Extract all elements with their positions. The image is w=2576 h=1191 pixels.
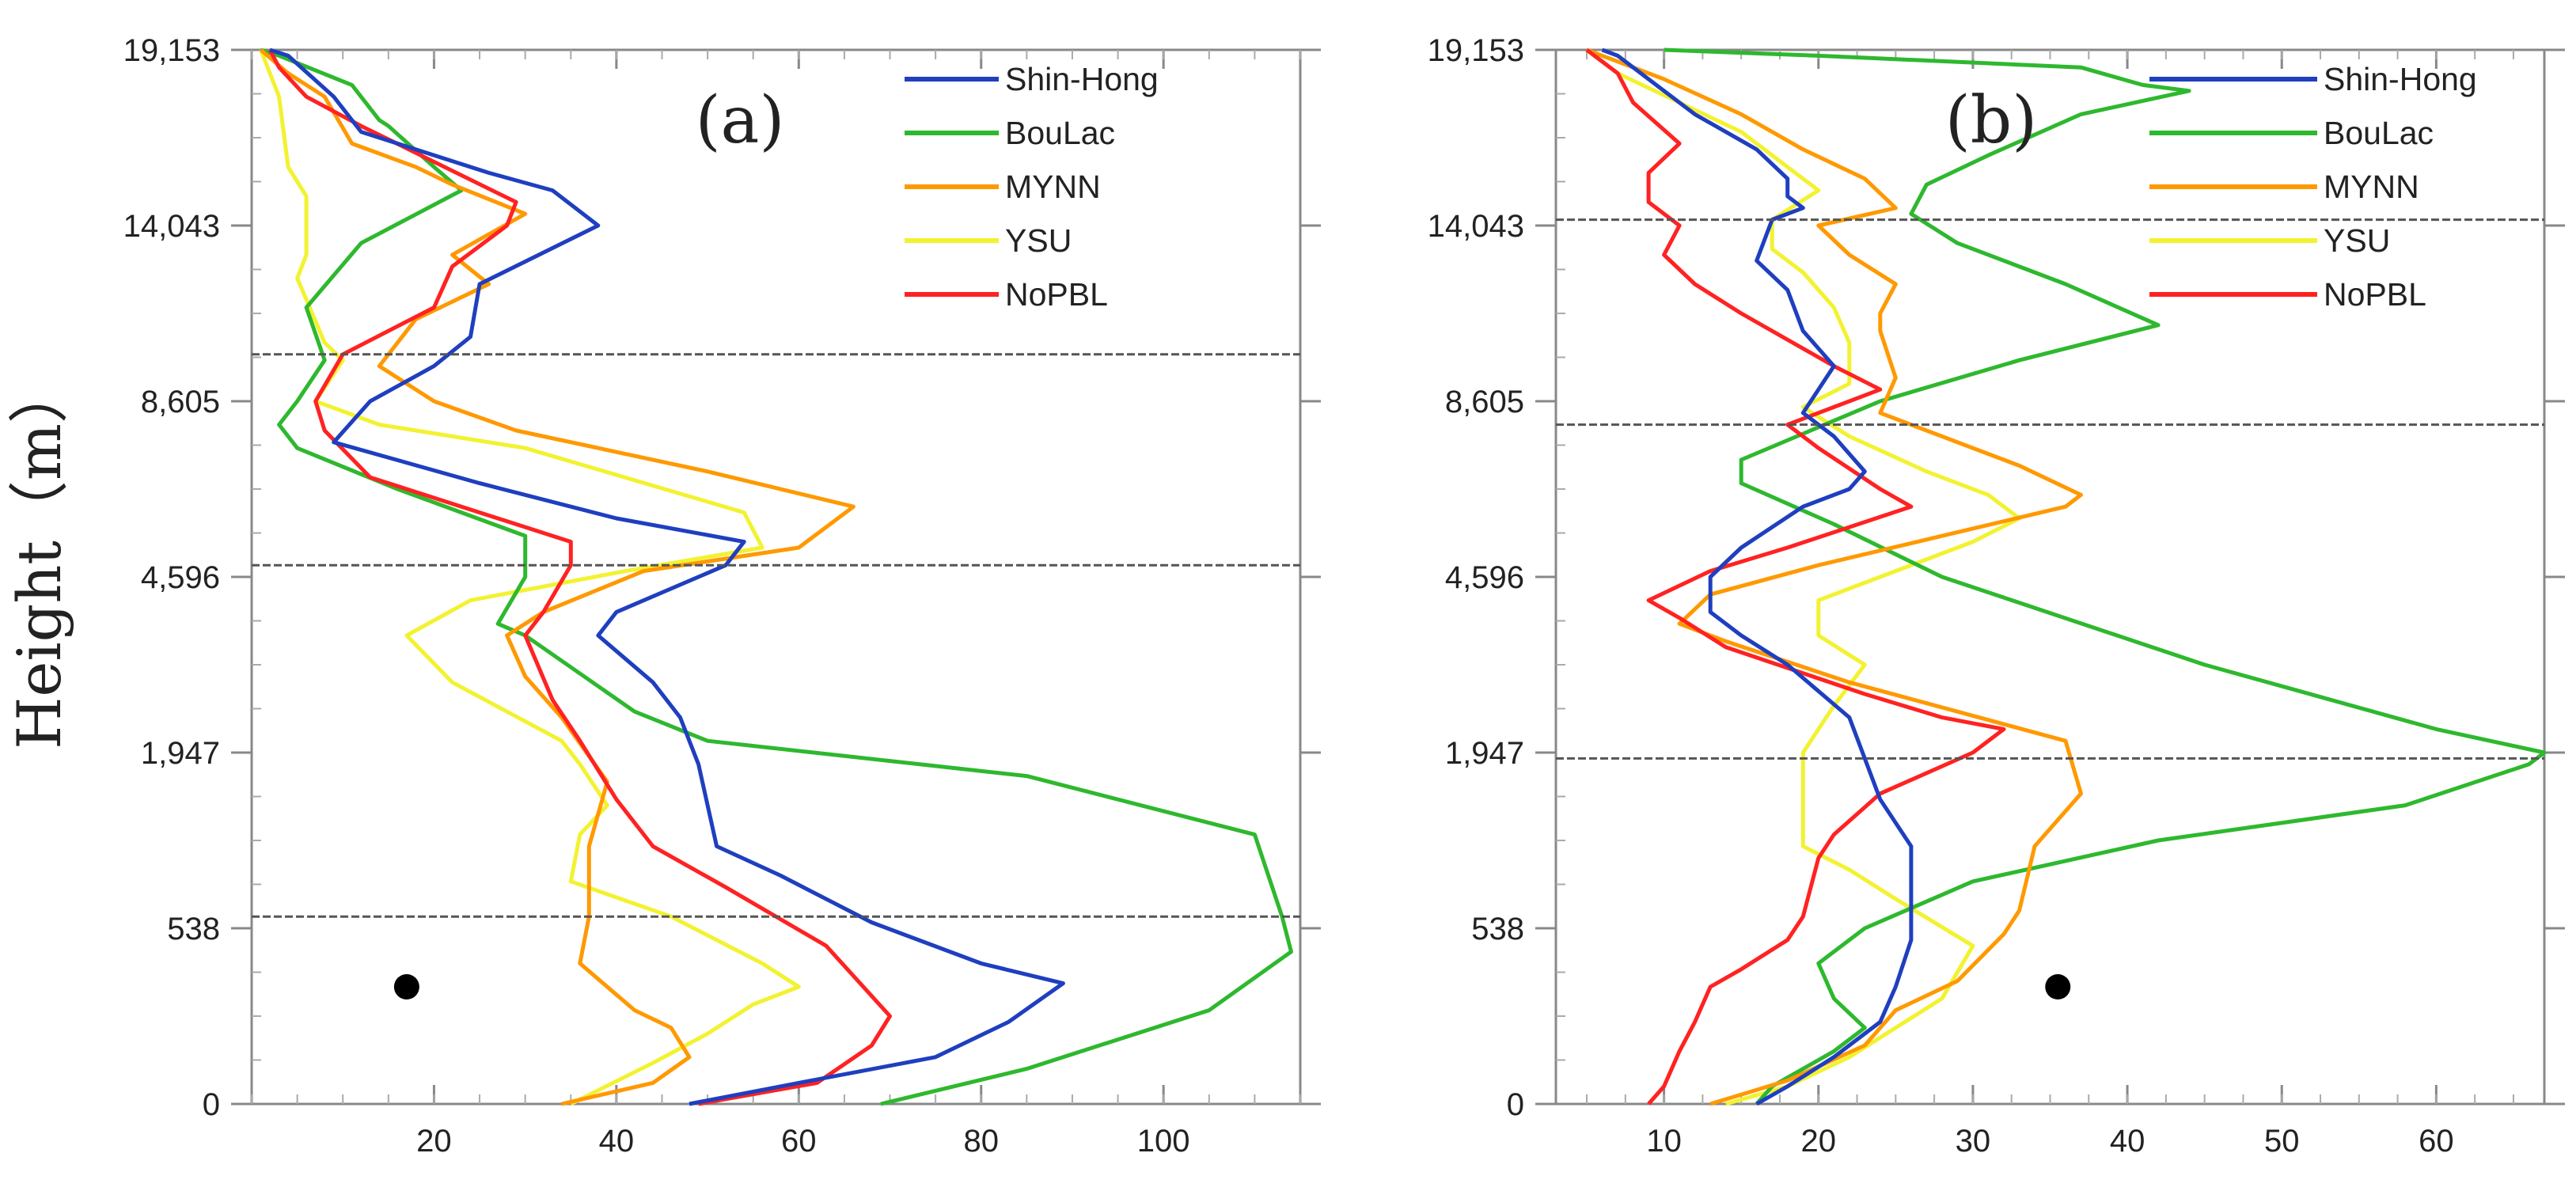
chart-panel-b: 0 538 1,947 4,596 8,605 14,043 19,153 10 20 30 40 5… bbox=[1428, 33, 2565, 1159]
y-tick-label: 8,605 bbox=[1445, 385, 1524, 419]
series-line-shin-hong bbox=[269, 47, 1065, 1106]
series-line-mynn bbox=[259, 48, 856, 1106]
series-line-boulac bbox=[260, 47, 1293, 1106]
plot-frame bbox=[1554, 48, 2546, 1106]
chart-panel-a: 0 538 1,947 4,596 8,605 14,043 19,153 20 40 60 80 1… bbox=[123, 33, 1321, 1159]
y-tick-label: 1,947 bbox=[141, 736, 220, 771]
y-tick-label: 0 bbox=[203, 1087, 220, 1122]
panel-label: (a) bbox=[696, 83, 785, 158]
x-tick-label: 60 bbox=[781, 1124, 817, 1159]
legend-label-nopbl: NoPBL bbox=[2324, 276, 2426, 313]
legend-label-boulac: BouLac bbox=[1005, 115, 1115, 151]
series-line-shin-hong bbox=[1601, 47, 1914, 1106]
y-tick-label: 4,596 bbox=[141, 560, 220, 595]
y-tick-label: 8,605 bbox=[141, 385, 220, 419]
series-line-ysu bbox=[259, 49, 801, 1106]
x-tick-label: 30 bbox=[1956, 1124, 1991, 1159]
x-tick-label: 40 bbox=[2110, 1124, 2145, 1159]
y-tick-label: 538 bbox=[167, 912, 220, 946]
legend-label-shin-hong: Shin-Hong bbox=[1005, 61, 1159, 97]
x-tick-label: 60 bbox=[2419, 1124, 2454, 1159]
series-line-nopbl bbox=[267, 48, 892, 1106]
y-tick-label: 0 bbox=[1507, 1087, 1524, 1122]
marker-dot bbox=[393, 974, 419, 999]
legend-label-mynn: MYNN bbox=[1005, 169, 1101, 205]
legend-label-ysu: YSU bbox=[1005, 222, 1072, 259]
y-tick-label: 19,153 bbox=[1428, 33, 1524, 68]
x-tick-label: 50 bbox=[2264, 1124, 2300, 1159]
y-tick-label: 538 bbox=[1471, 912, 1524, 946]
marker-dot bbox=[2045, 974, 2071, 999]
x-tick-label: 20 bbox=[416, 1124, 452, 1159]
plot-frame bbox=[250, 48, 1302, 1106]
x-tick-label: 100 bbox=[1137, 1124, 1190, 1159]
series-line-nopbl bbox=[1585, 48, 2006, 1106]
panel-label: (b) bbox=[1945, 83, 2037, 158]
y-tick-label: 14,043 bbox=[1428, 209, 1524, 244]
x-tick-label: 20 bbox=[1801, 1124, 1837, 1159]
series-line-ysu bbox=[1585, 48, 2021, 1106]
series-line-boulac bbox=[1664, 47, 2547, 1106]
y-axis-label: Height（m） bbox=[4, 363, 74, 749]
y-tick-label: 1,947 bbox=[1445, 736, 1524, 771]
legend-label-ysu: YSU bbox=[2324, 222, 2390, 259]
y-tick-label: 19,153 bbox=[123, 33, 220, 68]
legend-label-boulac: BouLac bbox=[2324, 115, 2434, 151]
x-tick-label: 40 bbox=[599, 1124, 635, 1159]
legend-label-nopbl: NoPBL bbox=[1005, 276, 1108, 313]
y-tick-label: 4,596 bbox=[1445, 560, 1524, 595]
x-tick-label: 10 bbox=[1646, 1124, 1682, 1159]
series-line-mynn bbox=[1586, 47, 2083, 1106]
legend-label-shin-hong: Shin-Hong bbox=[2324, 61, 2477, 97]
y-tick-label: 14,043 bbox=[123, 209, 220, 244]
legend-label-mynn: MYNN bbox=[2324, 169, 2419, 205]
x-tick-label: 80 bbox=[963, 1124, 999, 1159]
